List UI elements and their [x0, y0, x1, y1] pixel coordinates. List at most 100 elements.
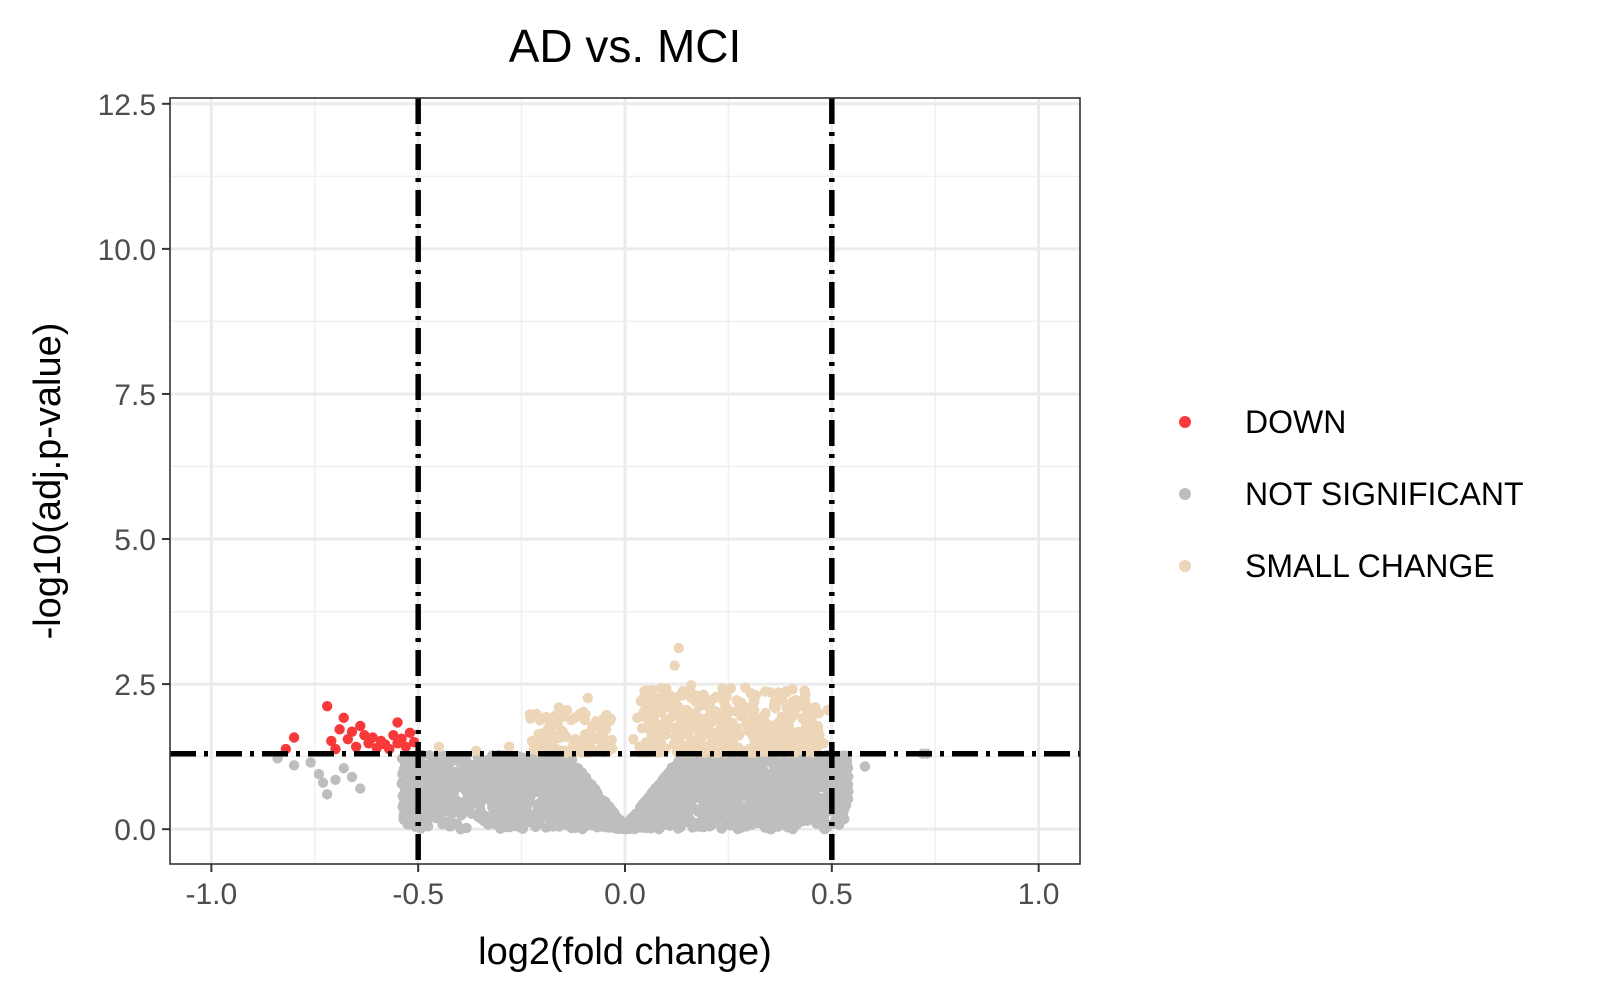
point-small-change: [800, 689, 811, 700]
point-small-change: [632, 712, 643, 723]
x-tick-label: 1.0: [1018, 878, 1060, 911]
point-small-change: [729, 729, 740, 740]
point-not-significant: [700, 768, 711, 779]
point-not-significant: [787, 819, 798, 831]
point-small-change: [470, 745, 482, 757]
point-small-change: [654, 745, 666, 757]
point-small-change: [760, 707, 771, 719]
x-tick-label: -0.5: [392, 878, 444, 911]
point-not-significant: [769, 821, 780, 832]
point-not-significant: [407, 796, 418, 807]
point-small-change: [553, 702, 565, 713]
point-small-change: [648, 716, 660, 728]
point-not-significant: [288, 760, 300, 771]
point-small-change: [503, 741, 515, 752]
point-small-change: [599, 714, 611, 726]
point-small-change: [665, 690, 676, 701]
point-down: [367, 732, 378, 743]
point-not-significant: [546, 818, 557, 830]
point-not-significant: [537, 766, 548, 777]
point-not-significant: [692, 806, 704, 817]
point-small-change: [578, 706, 589, 718]
point-not-significant: [585, 793, 596, 804]
point-not-significant: [750, 799, 761, 810]
point-small-change: [685, 680, 697, 691]
point-small-change: [723, 705, 734, 716]
point-not-significant: [840, 800, 852, 811]
point-not-significant: [566, 793, 577, 805]
point-not-significant: [600, 798, 611, 810]
point-not-significant: [728, 797, 739, 808]
point-small-change: [748, 696, 760, 708]
point-small-change: [673, 736, 684, 747]
point-not-significant: [674, 819, 685, 831]
point-not-significant: [321, 789, 333, 800]
point-not-significant: [766, 788, 778, 799]
point-not-significant: [543, 779, 554, 790]
point-not-significant: [731, 768, 743, 779]
x-axis-title: log2(fold change): [478, 931, 772, 973]
point-not-significant: [841, 759, 853, 771]
point-down: [346, 726, 358, 737]
data-points: [272, 642, 933, 835]
point-not-significant: [666, 773, 677, 785]
point-not-significant: [456, 767, 468, 778]
point-small-change: [727, 718, 738, 729]
point-small-change: [752, 714, 763, 726]
point-small-change: [574, 744, 585, 756]
point-small-change: [657, 705, 668, 716]
point-not-significant: [693, 756, 705, 767]
point-not-significant: [577, 822, 589, 833]
point-small-change: [668, 722, 679, 733]
point-small-change: [696, 742, 707, 753]
point-not-significant: [802, 786, 814, 797]
point-not-significant: [435, 766, 447, 777]
point-small-change: [681, 705, 693, 716]
point-not-significant: [444, 764, 455, 775]
point-small-change: [545, 720, 556, 732]
point-not-significant: [638, 797, 650, 809]
point-not-significant: [513, 809, 524, 821]
y-tick-label: 5.0: [114, 524, 156, 557]
point-not-significant: [793, 804, 805, 815]
point-down: [350, 741, 362, 752]
x-tick-label: 0.5: [811, 878, 853, 911]
point-down: [321, 700, 333, 712]
point-not-significant: [750, 781, 761, 792]
point-not-significant: [432, 798, 443, 810]
point-small-change: [640, 699, 651, 710]
point-not-significant: [439, 755, 451, 766]
point-not-significant: [523, 797, 534, 808]
point-not-significant: [425, 789, 437, 801]
point-small-change: [789, 734, 800, 745]
point-not-significant: [744, 773, 756, 785]
point-small-change: [772, 719, 784, 730]
x-tick-label: -1.0: [186, 878, 238, 911]
point-small-change: [818, 738, 829, 749]
point-small-change: [801, 707, 813, 719]
point-small-change: [660, 729, 672, 741]
point-small-change: [584, 741, 596, 752]
point-not-significant: [676, 793, 687, 805]
point-not-significant: [479, 790, 491, 801]
point-not-significant: [709, 810, 720, 821]
point-small-change: [570, 734, 581, 745]
point-not-significant: [397, 790, 408, 802]
point-small-change: [762, 739, 774, 751]
point-not-significant: [467, 770, 478, 781]
point-down: [334, 724, 345, 735]
threshold-lines: [170, 98, 1080, 864]
point-small-change: [718, 728, 730, 740]
point-not-significant: [430, 812, 441, 824]
point-not-significant: [781, 790, 793, 802]
point-not-significant: [566, 771, 577, 783]
point-small-change: [747, 729, 759, 740]
point-small-change: [781, 713, 792, 725]
point-small-change: [723, 738, 734, 749]
point-small-change: [652, 693, 664, 704]
point-small-change: [743, 720, 755, 732]
point-not-significant: [482, 761, 493, 773]
point-not-significant: [687, 821, 699, 833]
legend: DOWN NOT SIGNIFICANT SMALL CHANGE: [1179, 404, 1524, 584]
point-not-significant: [569, 805, 581, 816]
